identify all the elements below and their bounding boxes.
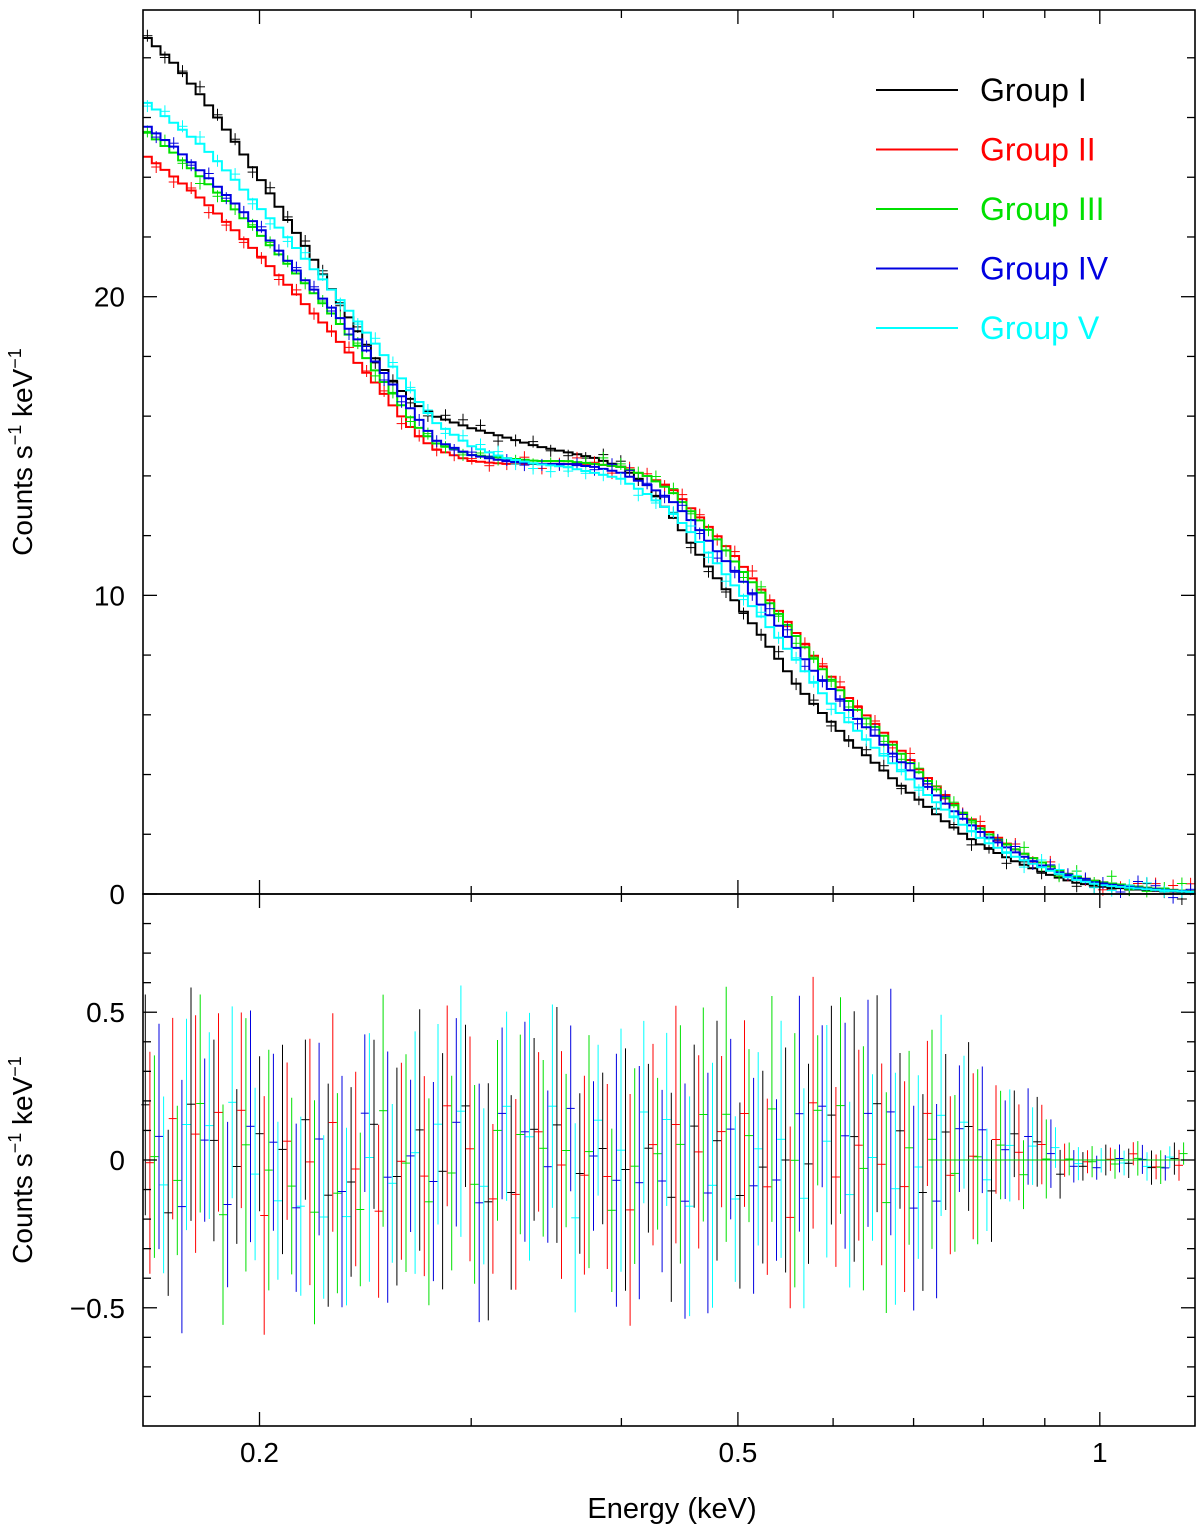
bottom-y-label-mid: keV [7, 1076, 38, 1132]
top-y-label-base: Counts s [7, 445, 38, 556]
top-y-tick-label: 10 [94, 580, 125, 611]
top-y-axis-label: Counts s−1 keV−1 [5, 348, 38, 556]
residuals-plot-frame [142, 893, 1196, 1427]
x-axis-label: Energy (keV) [587, 1493, 756, 1525]
bottom-y-label-base: Counts s [7, 1153, 38, 1264]
series-group-v-model-line [143, 101, 1195, 893]
top-y-tick-label: 0 [109, 879, 125, 910]
spectrum-axis-ticks: 0 10 20 [94, 10, 1195, 910]
top-y-tick-label: 20 [94, 282, 125, 313]
bottom-y-tick-label: 0 [109, 1145, 125, 1176]
legend-label-3: Group III [980, 191, 1105, 227]
bottom-y-axis-label: Counts s−1 keV−1 [5, 1056, 38, 1264]
x-tick-label: 0.5 [718, 1437, 757, 1468]
model-series-group [142, 29, 1196, 905]
top-y-label-exp2: −1 [5, 348, 25, 369]
bottom-y-label-exp1: −1 [5, 1133, 25, 1154]
x-tick-label: 1 [1092, 1437, 1108, 1468]
legend-label-4: Group IV [980, 251, 1109, 287]
residuals-panel: 0.2 0.5 1 −0.5 0 0.5 [70, 893, 1196, 1468]
series-group-v [142, 100, 1195, 898]
bottom-y-tick-label: 0.5 [86, 997, 125, 1028]
legend-label-5: Group V [980, 310, 1100, 346]
top-y-label-mid: keV [7, 368, 38, 424]
bottom-y-label-exp2: −1 [5, 1056, 25, 1077]
legend: Group I Group II Group III Group IV Group V [876, 72, 1109, 346]
legend-label-2: Group II [980, 132, 1096, 168]
residuals-axis-ticks: 0.2 0.5 1 −0.5 0 0.5 [70, 894, 1195, 1468]
legend-label-1: Group I [980, 72, 1087, 108]
spectrum-panel: 0 10 20 [94, 9, 1196, 910]
series-group-iv-model-line [143, 125, 1195, 893]
series-group-iii-data-points [142, 125, 1187, 898]
top-y-label-exp1: −1 [5, 425, 25, 446]
bottom-y-tick-label: −0.5 [70, 1293, 125, 1324]
x-tick-label: 0.2 [240, 1437, 279, 1468]
residual-error-bars [141, 976, 1195, 1335]
